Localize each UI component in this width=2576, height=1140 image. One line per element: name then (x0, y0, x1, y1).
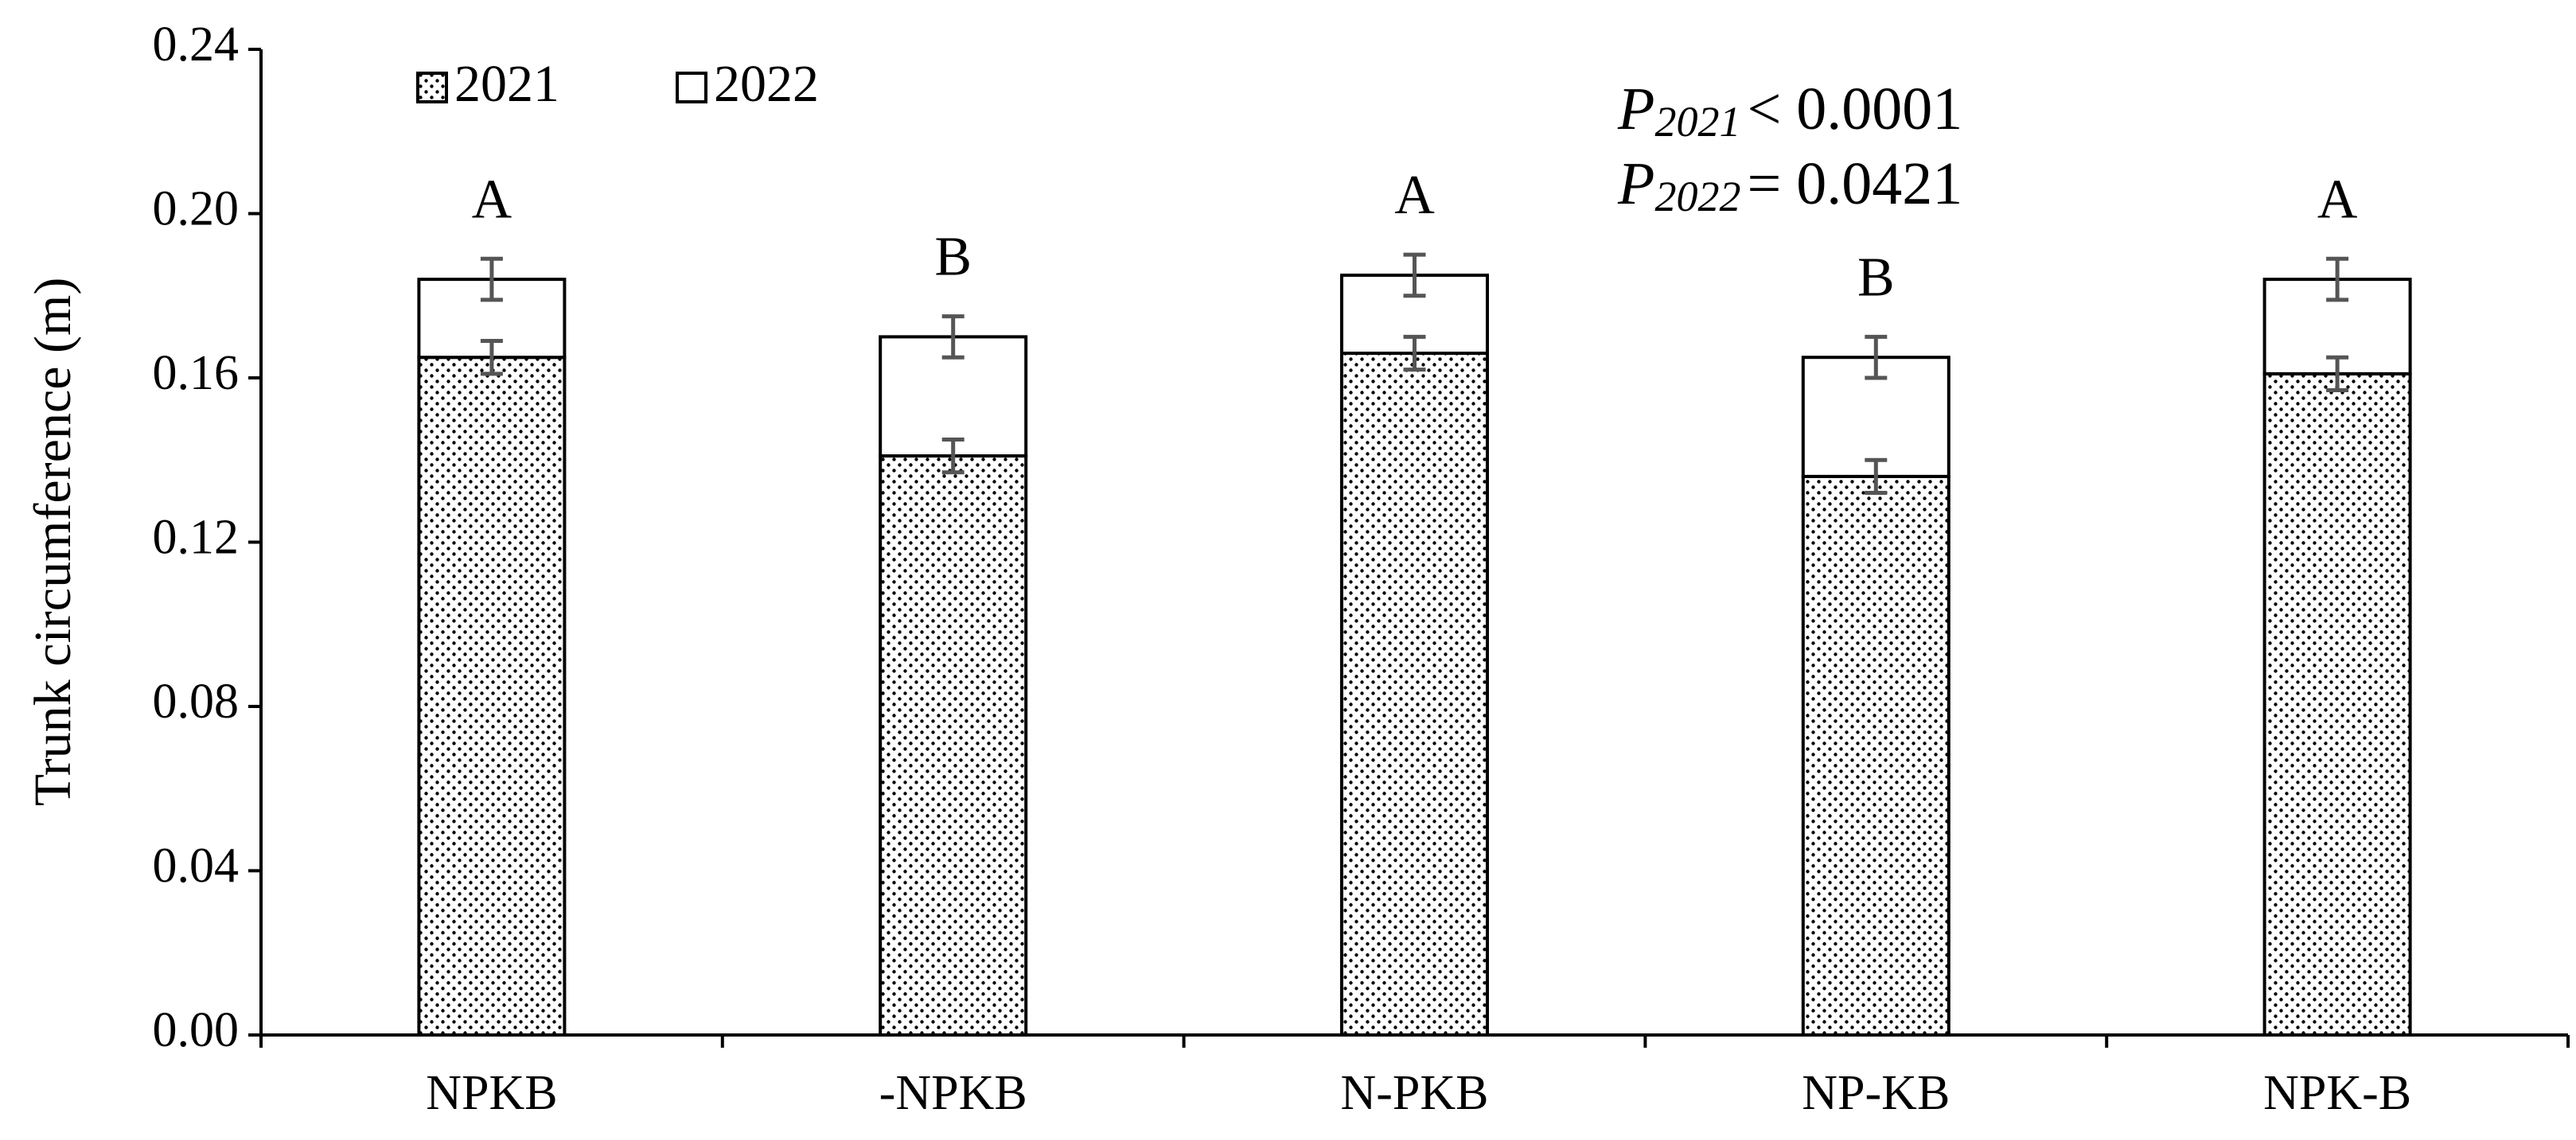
p-value: P2021 < 0.0001 (1617, 76, 1962, 146)
p-text: = 0.0421 (1747, 150, 1962, 217)
x-tick-label: -NPKB (879, 1066, 1027, 1120)
group-letter: A (1394, 165, 1435, 226)
y-tick-label: 0.08 (153, 675, 240, 729)
error-bar (480, 256, 503, 302)
legend-swatch (676, 72, 707, 103)
error-bar (2326, 355, 2349, 392)
x-tick-label: N-PKB (1340, 1066, 1488, 1120)
error-bar (1865, 457, 1888, 496)
error-bar (1403, 252, 1426, 298)
p-text: < 0.0001 (1747, 76, 1962, 142)
error-bar (480, 339, 503, 376)
y-tick-label: 0.12 (153, 511, 240, 565)
group-letter: B (1857, 247, 1895, 308)
bar-segment (417, 356, 567, 1037)
error-bar (941, 314, 965, 360)
bar-segment (1801, 474, 1951, 1037)
x-tick-label: NP-KB (1802, 1066, 1950, 1120)
x-tick-label: NPKB (426, 1066, 557, 1120)
y-axis-title: Trunk circumference (m) (24, 278, 82, 807)
y-tick-label: 0.16 (153, 346, 240, 400)
legend-label: 2022 (714, 55, 819, 113)
x-tick-label: NPK-B (2263, 1066, 2411, 1120)
error-bar (2326, 256, 2349, 302)
group-letter: B (934, 227, 972, 288)
y-tick-label: 0.24 (153, 18, 240, 72)
y-tick-label: 0.00 (153, 1003, 240, 1057)
p-value: P2022 = 0.0421 (1617, 150, 1962, 220)
y-tick-label: 0.20 (153, 182, 240, 236)
group-letter: A (472, 169, 512, 230)
group-letter: A (2317, 169, 2358, 230)
error-bar (1403, 334, 1426, 372)
legend-label: 2021 (454, 55, 559, 113)
error-bar (1865, 334, 1888, 380)
bar-segment (2262, 372, 2412, 1037)
p-symbol: P (1617, 150, 1654, 217)
bar-segment (879, 454, 1028, 1037)
bar-segment (1340, 352, 1489, 1037)
p-symbol: P (1617, 76, 1654, 142)
p-subscript: 2021 (1654, 98, 1740, 146)
error-bar (941, 437, 965, 475)
legend-swatch (416, 72, 448, 103)
y-tick-label: 0.04 (153, 839, 240, 893)
p-subscript: 2022 (1654, 173, 1740, 220)
